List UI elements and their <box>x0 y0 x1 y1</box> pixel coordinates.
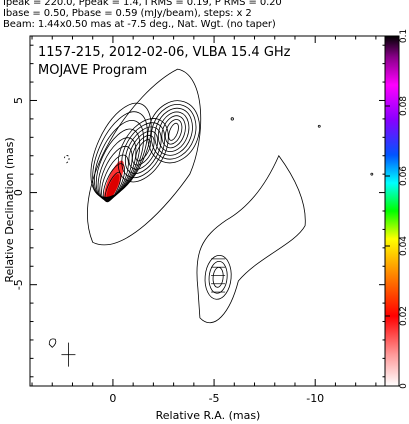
inner-jet-contour <box>117 118 169 183</box>
chart-title: 1157-215, 2012-02-06, VLBA 15.4 GHz <box>38 45 291 60</box>
colorbar-tick-label: 0.08 <box>399 96 409 116</box>
jet-knot-contour <box>161 115 186 149</box>
x-tick-label: -5 <box>209 392 220 405</box>
header-line-1: Ipeak = 220.0, Ppeak = 1.4, I RMS = 0.19… <box>3 0 282 8</box>
outer-knot-contour <box>208 260 228 294</box>
jet-knot-contour <box>164 119 183 145</box>
x-tick-label: -10 <box>306 392 324 405</box>
x-axis-label: Relative R.A. (mas) <box>156 409 261 422</box>
jet-knot-contour <box>150 104 197 160</box>
inner-jet-contour <box>121 122 166 179</box>
core-contour <box>90 102 152 198</box>
colorbar <box>384 35 400 387</box>
jet-knot-contour <box>147 100 200 164</box>
noise-contour <box>317 124 321 128</box>
y-tick-label: 0 <box>12 189 25 196</box>
noise-contour <box>230 117 234 121</box>
y-axis-label: Relative Declination (mas) <box>3 137 16 282</box>
axis-tick-labels: 0 -5 -10 5 0 -5 <box>12 97 324 405</box>
noise-contour <box>370 172 374 176</box>
colorbar-tick-label: 0.02 <box>399 306 409 326</box>
jet-knot-contour <box>154 107 193 156</box>
outer-knot-contour <box>204 254 232 300</box>
jet-knot-contour <box>168 122 179 141</box>
noise-contour <box>48 338 57 348</box>
y-tick-label: -5 <box>12 279 25 290</box>
colorbar-ticks: 0 0.02 0.04 0.06 0.08 0.1 <box>385 29 409 389</box>
chart-subtitle: MOJAVE Program <box>38 63 147 78</box>
contour-layer <box>48 68 374 367</box>
colorbar-tick-label: 0.04 <box>399 236 409 256</box>
colorbar-tick-label: 0.1 <box>399 29 409 43</box>
colorbar-tick-label: 0 <box>399 383 409 389</box>
jet-knot-contour <box>157 111 190 152</box>
inner-jet-contour <box>128 130 159 170</box>
x-tick-label: 0 <box>109 392 116 405</box>
colorbar-tick-label: 0.06 <box>399 166 409 186</box>
header-line-3: Beam: 1.44x0.50 mas at -7.5 deg., Nat. W… <box>3 19 276 30</box>
plot-frame <box>29 35 387 387</box>
inner-jet-contour <box>135 139 152 162</box>
header-line-2: Ibase = 0.50, Pbase = 0.59 (mJy/beam), s… <box>3 8 252 19</box>
bright-region-envelope <box>87 68 202 246</box>
polarization-core-peak <box>106 173 120 201</box>
y-tick-label: 5 <box>12 97 25 104</box>
outer-jet-contour <box>196 154 306 324</box>
